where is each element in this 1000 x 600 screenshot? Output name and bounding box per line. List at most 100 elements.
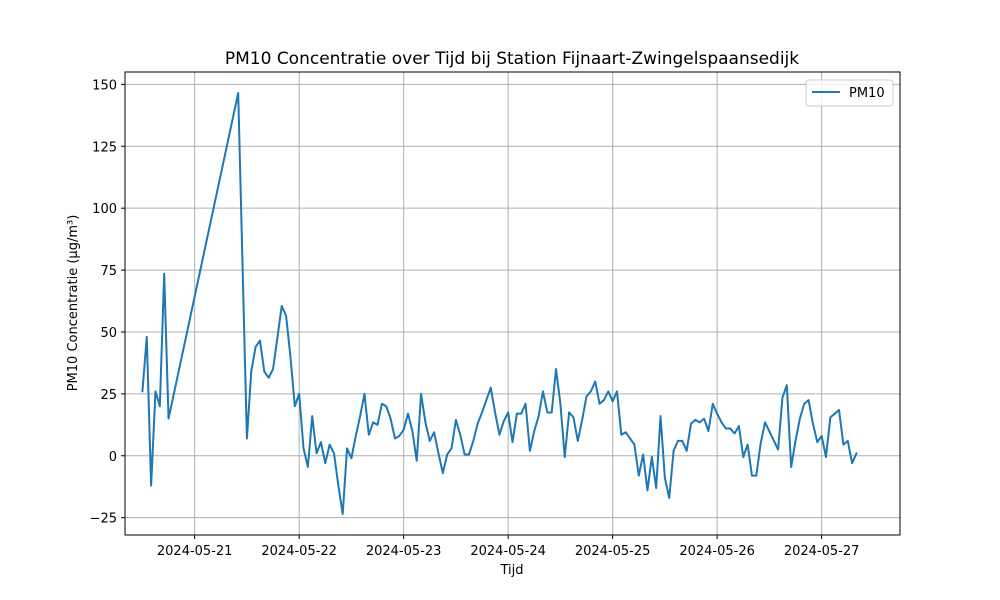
data-point [563,456,566,458]
data-point [524,402,527,405]
data-point [820,435,823,437]
data-point [141,390,144,393]
data-point [568,411,570,414]
legend-label-pm10: PM10 [849,86,885,101]
data-point [446,453,448,456]
data-point [646,489,649,492]
data-point [764,421,766,424]
data-point [263,370,266,373]
data-point [511,441,514,443]
data-point [450,447,453,450]
data-point [494,411,496,414]
data-point [437,452,440,455]
data-point [376,424,379,426]
plot-frame [124,71,901,536]
data-point [307,466,309,468]
data-point [846,440,849,442]
data-point [346,447,348,450]
data-point [720,421,723,424]
data-point [842,443,845,446]
data-point [777,448,779,451]
data-point [424,421,427,424]
data-point [298,393,300,395]
data-point [507,411,509,414]
data-point [677,440,679,442]
data-point [320,441,322,443]
data-point [668,497,671,499]
data-point [420,393,422,395]
data-point [398,435,401,437]
legend-box [805,79,894,107]
legend: PM10 [805,79,894,107]
data-point [237,92,239,94]
data-point [407,412,409,415]
data-point [350,457,353,460]
data-point [468,453,470,456]
data-point [372,421,374,424]
data-point [807,399,810,401]
data-point [385,405,388,408]
data-point [803,402,806,405]
data-point [442,472,444,474]
y-axis: −25 0 25 50 75 100 125 150 [90,78,125,527]
data-point [533,430,536,432]
data-point [542,390,544,393]
x-axis-label: Tijd [499,563,523,578]
data-point [572,416,575,419]
data-point [733,432,736,435]
data-point [389,417,392,420]
data-point [294,405,296,408]
x-tick-label: 2024-05-24 [470,544,546,559]
data-point [159,405,161,408]
data-point [611,400,614,403]
data-point [341,513,344,515]
data-point [703,417,705,420]
data-point [694,419,697,421]
data-point [755,474,758,477]
data-point [324,462,327,465]
data-point [150,484,152,487]
data-point [363,393,366,395]
x-tick-label: 2024-05-27 [784,544,860,559]
data-point [302,447,305,450]
data-point [333,452,335,455]
data-point [672,450,675,452]
data-point [368,433,370,436]
data-point [698,421,701,424]
x-tick-label: 2024-05-25 [575,544,651,559]
data-point [794,440,797,442]
data-point [337,484,340,487]
data-point [259,339,261,342]
data-point [381,402,383,405]
data-point [359,415,361,417]
data-point [738,425,740,427]
data-point [502,420,505,422]
data-point [328,443,331,446]
data-point [620,433,623,436]
data-point [790,466,792,468]
data-point [167,417,170,420]
data-point [655,487,657,489]
data-point [463,453,466,456]
data-point [411,430,414,432]
data-point [145,336,148,338]
data-point [616,390,618,393]
y-axis-label: PM10 Concentratie (µg/m³) [66,215,81,392]
y-tick-label: 125 [92,140,117,155]
data-point [537,415,540,417]
data-point [711,402,714,405]
data-point [354,435,357,437]
data-point [485,399,488,401]
data-point [716,412,718,415]
data-point [315,452,318,455]
x-tick-label: 2024-05-21 [157,544,233,559]
data-point [799,417,801,420]
data-point [816,441,819,443]
data-point [415,459,418,462]
y-tick-label: 75 [100,264,117,279]
data-point [550,411,553,414]
data-point [559,402,562,405]
data-point [786,384,788,387]
data-point [481,411,483,414]
